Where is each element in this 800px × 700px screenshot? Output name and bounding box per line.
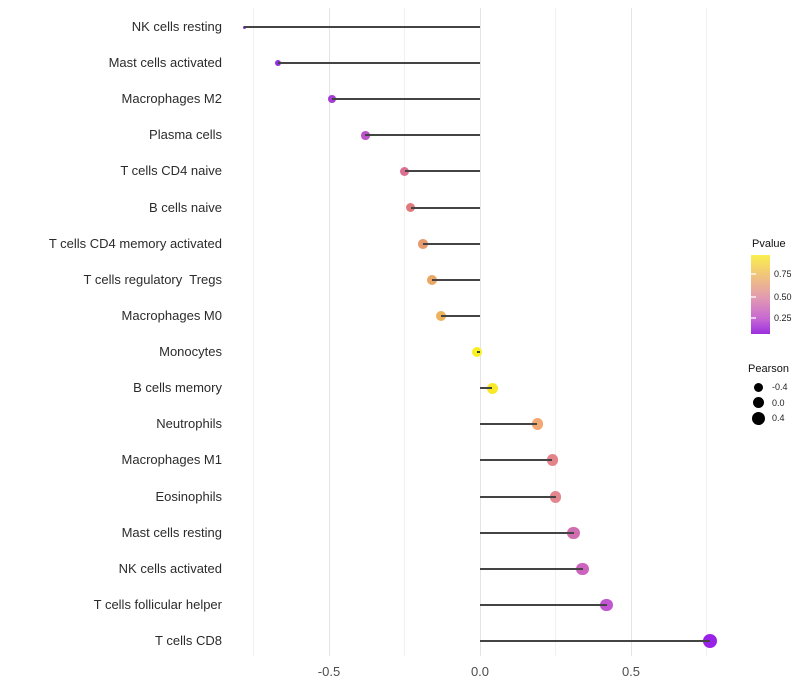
y-axis-label: Mast cells activated (108, 55, 222, 71)
lollipop-segment (476, 351, 480, 354)
lollipop-dot (328, 95, 336, 104)
lollipop-segment (480, 567, 583, 570)
lollipop-segment (480, 459, 553, 462)
lollipop-dot (417, 238, 428, 249)
y-axis-label: T cells follicular helper (93, 596, 222, 612)
y-axis-label: Macrophages M2 (121, 91, 222, 107)
lollipop-dot (576, 562, 589, 575)
y-axis-label: Mast cells resting (121, 524, 222, 540)
minor-gridline (555, 8, 556, 656)
lollipop-segment (480, 640, 710, 643)
x-axis-tick-label: -0.5 (317, 664, 341, 679)
lollipop-segment (431, 278, 480, 281)
major-gridline (479, 8, 481, 656)
lollipop-dot (471, 346, 483, 358)
lollipop-segment (277, 62, 480, 65)
x-axis-tick-label: 0.0 (470, 664, 490, 679)
major-gridline (630, 8, 632, 656)
lollipop-dot (546, 454, 559, 467)
minor-gridline (253, 8, 254, 656)
lollipop-segment (365, 134, 480, 137)
y-axis-label: Macrophages M0 (121, 307, 222, 323)
pvalue-tick-label: 0.75 (774, 268, 792, 279)
lollipop-segment (480, 387, 493, 390)
pearson-size-dot (752, 397, 764, 408)
pvalue-gradient-bar (751, 255, 770, 334)
y-axis-label: B cells naive (149, 199, 222, 215)
lollipop-dot (399, 166, 410, 177)
pvalue-tick-mark (751, 296, 756, 298)
y-axis-label: Monocytes (159, 344, 222, 360)
lollipop-dot (360, 131, 370, 140)
lollipop-segment (244, 26, 480, 28)
lollipop-segment (480, 531, 574, 534)
pvalue-tick-label: 0.50 (774, 291, 792, 302)
y-axis-label: NK cells resting (131, 19, 222, 34)
y-axis-label: Eosinophils (155, 488, 223, 504)
y-axis-label: T cells regulatory Tregs (83, 271, 222, 287)
pearson-size-label: -0.4 (772, 382, 788, 392)
pearson-size-dot (753, 382, 763, 392)
pvalue-tick-label: 0.25 (774, 313, 792, 324)
lollipop-segment (332, 98, 480, 101)
lollipop-dot (567, 526, 580, 539)
lollipop-segment (410, 206, 480, 209)
lollipop-segment (440, 314, 480, 317)
pvalue-tick-mark (751, 273, 756, 275)
lollipop-dot (435, 310, 446, 322)
lollipop-segment (480, 423, 538, 426)
lollipop-dot (600, 598, 614, 612)
y-axis-label: T cells CD4 naive (120, 163, 222, 179)
lollipop-segment (480, 603, 607, 606)
y-axis-label: B cells memory (133, 380, 222, 396)
pvalue-tick-mark (751, 317, 756, 319)
pvalue-legend-title: Pvalue (752, 238, 786, 250)
major-gridline (328, 8, 330, 656)
pearson-size-dot (751, 411, 765, 425)
minor-gridline (706, 8, 707, 656)
y-axis-label: NK cells activated (118, 560, 222, 576)
y-axis-label: Neutrophils (156, 416, 222, 432)
lollipop-segment (404, 170, 480, 173)
pearson-size-label: 0.0 (772, 397, 785, 408)
y-axis-label: T cells CD8 (155, 633, 222, 649)
pearson-legend-title: Pearson (748, 363, 789, 375)
y-axis-label: Plasma cells (149, 127, 222, 143)
lollipop-dot (702, 634, 717, 649)
y-axis-label: Macrophages M1 (121, 452, 222, 468)
x-axis-tick-label: 0.5 (621, 664, 641, 679)
minor-gridline (404, 8, 405, 656)
y-axis-label: T cells CD4 memory activated (48, 235, 222, 251)
pearson-size-label: 0.4 (772, 413, 785, 423)
lollipop-segment (480, 495, 556, 498)
lollipop-segment (422, 242, 480, 245)
